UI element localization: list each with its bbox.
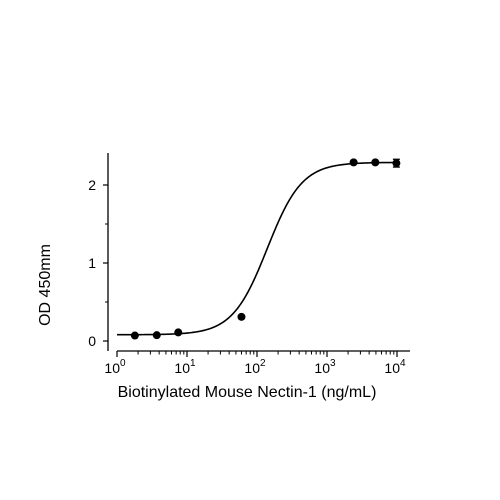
x-tick-label-exponent: 1 [190,358,196,369]
x-tick-label: 104 [384,358,406,376]
x-tick-label-base: 10 [174,360,190,376]
x-tick-label-base: 10 [314,360,330,376]
x-tick-label-base: 10 [104,360,120,376]
data-point [152,331,161,340]
axes [103,153,410,357]
y-tick-label: 1 [88,255,96,271]
data-point [349,158,358,167]
x-tick-label: 101 [174,358,196,376]
y-axis-title: OD 450mm [37,244,54,326]
data-points-layer [130,158,401,340]
x-axis-title: Biotinylated Mouse Nectin-1 (ng/mL) [118,384,377,401]
data-point [130,331,139,340]
fit-curve [117,161,397,336]
y-tick-label: 0 [88,333,96,349]
x-tick-label-exponent: 2 [260,358,266,369]
x-tick-label-exponent: 0 [120,358,126,369]
x-tick-label-exponent: 3 [330,358,336,369]
x-tick-label: 102 [244,358,266,376]
x-tick-label: 103 [314,358,336,376]
y-tick-label: 2 [88,177,96,193]
x-tick-label-base: 10 [244,360,260,376]
fit-curve-layer [117,161,397,336]
data-point [371,158,380,167]
data-point [174,328,183,337]
data-point [392,159,401,168]
data-point [237,312,246,321]
x-tick-label: 100 [104,358,126,376]
x-tick-label-base: 10 [384,360,400,376]
x-tick-label-exponent: 4 [400,358,406,369]
